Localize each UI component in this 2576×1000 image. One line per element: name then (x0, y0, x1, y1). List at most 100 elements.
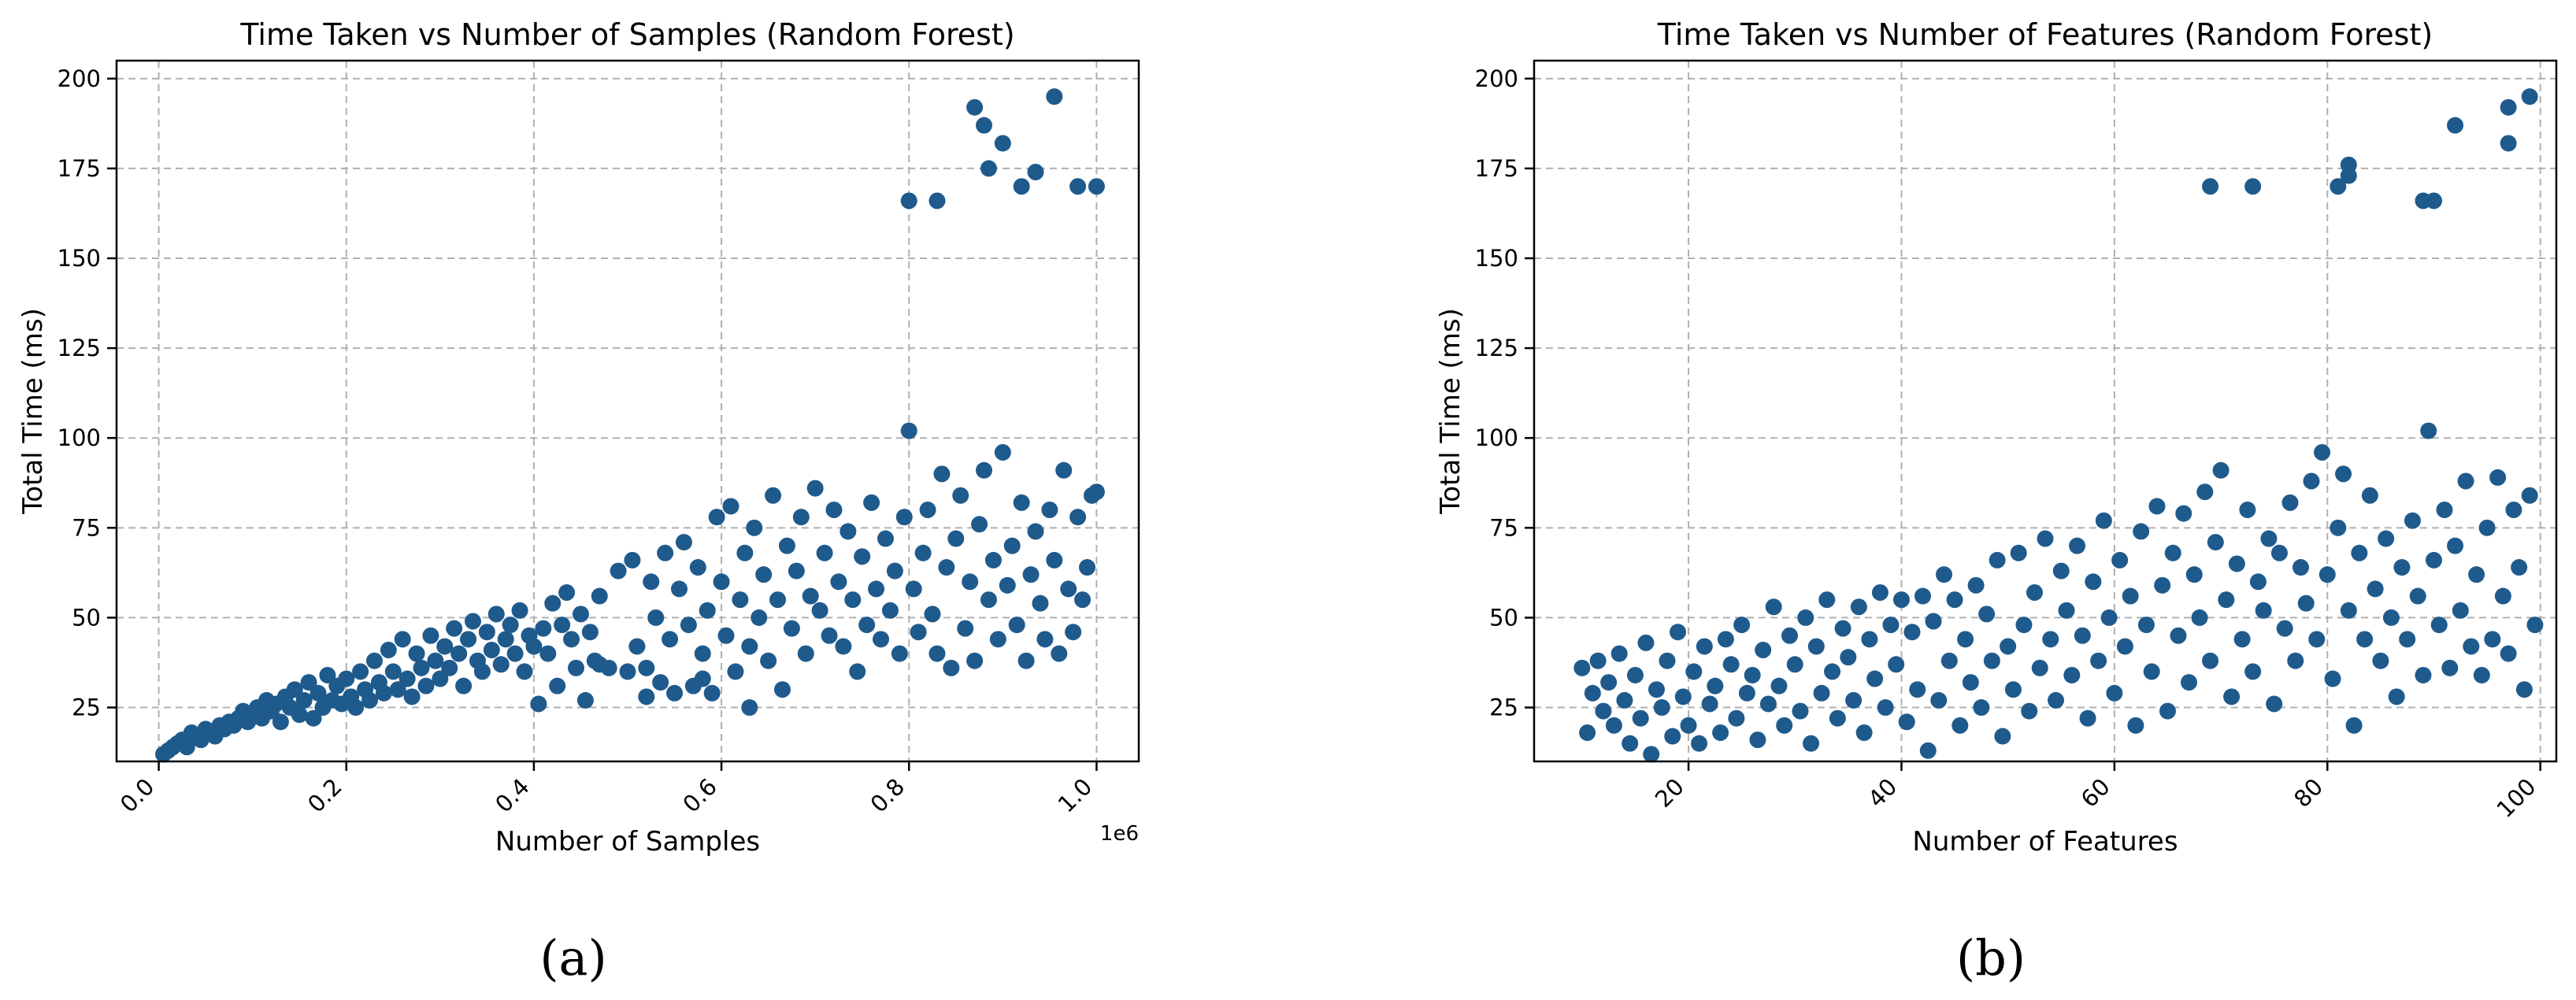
panel-a-data-point (835, 638, 852, 655)
panel-b-data-point (1855, 724, 1873, 741)
panel-b-data-point (2270, 544, 2288, 561)
panel-b-data-point (1840, 649, 1857, 666)
panel-b-data-point (2505, 502, 2522, 519)
panel-a-data-point (305, 709, 322, 727)
panel-a-data-point (506, 645, 524, 662)
panel-b-x-tick-label: 40 (1863, 773, 1902, 813)
panel-a-data-point (554, 617, 571, 634)
panel-a-x-tick-label: 1.0 (1053, 773, 1098, 818)
panel-b-data-point (2441, 659, 2459, 676)
panel-a-data-point (535, 620, 552, 637)
panel-b-data-point (2351, 544, 2368, 561)
panel-b-data-point (1685, 663, 1703, 680)
panel-b-data-point (2255, 602, 2272, 619)
panel-a-data-point (821, 627, 838, 644)
panel-b-data-point (2133, 523, 2150, 540)
panel-a-data-point (398, 670, 416, 687)
panel-b-data-point (2037, 530, 2054, 547)
panel-a-data-point (610, 562, 627, 580)
panel-b-data-point (2181, 674, 2198, 691)
panel-b-data-point (2148, 498, 2166, 515)
panel-a-y-tick-label: 50 (72, 604, 101, 631)
panel-a-data-point (670, 580, 688, 598)
panel-a-y-tick-label: 75 (72, 514, 101, 541)
panel-a-data-point (933, 465, 951, 483)
panel-b-data-point (1616, 691, 1633, 709)
panel-b-data-point (1648, 681, 1665, 698)
panel-b-data-point (1807, 638, 1825, 655)
panel-b-data-point (1983, 652, 2000, 669)
panel-a-data-point (877, 530, 894, 547)
panel-a-data-point (394, 631, 411, 648)
panel-b-data-point (2185, 566, 2203, 583)
panel-b-data-point (2452, 602, 2469, 619)
panel-a-y-tick-label: 125 (57, 335, 101, 361)
panel-b-gridlines (1534, 61, 2556, 761)
panel-a-data-point (943, 659, 960, 676)
panel-a-x-tick-label: 0.2 (302, 773, 347, 818)
panel-a-data-point (652, 674, 669, 691)
panel-b-data-point (1994, 728, 2011, 745)
panel-b-data-point (1653, 699, 1670, 717)
panel-b-data-point (1770, 677, 1788, 694)
panel-a-data-point (300, 674, 317, 691)
panel-a-data-point (797, 645, 814, 662)
panel-b-data-point (2074, 627, 2091, 644)
panel-a-data-point (844, 591, 862, 609)
panel-a-x-tick-label: 0.4 (490, 773, 535, 818)
panel-b-data-point (2521, 88, 2538, 106)
panel-b-data-point (2436, 502, 2453, 519)
panel-b-data-point (2159, 702, 2176, 720)
panel-b-data-point (1940, 652, 1958, 669)
panel-b-data-point (1829, 709, 1846, 727)
panel-a-data-point (722, 498, 739, 515)
panel-a-data-point (427, 652, 444, 669)
panel-a-data-point (1079, 559, 1096, 576)
panel-b-data-point (1733, 617, 1751, 634)
panel-a-data-point (1060, 580, 1077, 598)
panel-b-data-point (1909, 681, 1926, 698)
panel-a-data-point (717, 627, 735, 644)
panel-b-data-point (1803, 735, 1820, 752)
panel-a-y-tick-label: 175 (57, 155, 101, 182)
panel-b-data-point (2521, 487, 2538, 504)
panel-b-data-point (2463, 638, 2480, 655)
panel-a-data-point (928, 192, 946, 209)
panel-b-data-point (1962, 674, 1979, 691)
panel-a-data-point (1003, 537, 1021, 554)
panel-a-data-point (980, 160, 997, 177)
panel-a-data-point (441, 659, 458, 676)
panel-a-y-axis-label: Total Time (ms) (17, 308, 49, 515)
panel-b-data-point (1936, 566, 1953, 583)
panel-b-data-point (1717, 631, 1734, 648)
panel-b-data-point (2095, 512, 2112, 529)
panel-b-data-point (1957, 631, 1974, 648)
panel-a-data-point (1055, 461, 1073, 479)
panel-b-data-point (1861, 631, 1878, 648)
panel-a-data-point (840, 523, 857, 540)
panel-a-data-point (816, 544, 833, 561)
panel-a-data-point (783, 620, 800, 637)
panel-b-data-point (1792, 702, 1809, 720)
panel-a-data-point (708, 509, 725, 526)
panel-a-x-tick-label: 0.0 (115, 773, 160, 818)
panel-a-data-point (900, 192, 917, 209)
panel-a-data-point (1046, 551, 1063, 569)
panel-b-data-point (2244, 178, 2262, 195)
panel-b-data-point (2212, 461, 2229, 479)
panel-a-data-point (352, 663, 369, 680)
panel-a-data-point (976, 461, 993, 479)
panel-a-data-point (403, 688, 421, 706)
panel-a-data-point (1088, 178, 1105, 195)
panel-a-data-point (1027, 163, 1044, 180)
panel-a-data-point (952, 487, 969, 504)
panel-a-data-point (689, 559, 706, 576)
panel-b-data-point (1670, 624, 1687, 641)
panel-b-data-point (1632, 709, 1649, 727)
panel-b-data-point (2244, 663, 2262, 680)
panel-b-data-point (2335, 465, 2352, 483)
panel-b-data-point (1664, 728, 1681, 745)
panel-b-data-point (1707, 677, 1724, 694)
panel-b-data-point (1610, 645, 1628, 662)
panel-a-data-point (662, 631, 679, 648)
